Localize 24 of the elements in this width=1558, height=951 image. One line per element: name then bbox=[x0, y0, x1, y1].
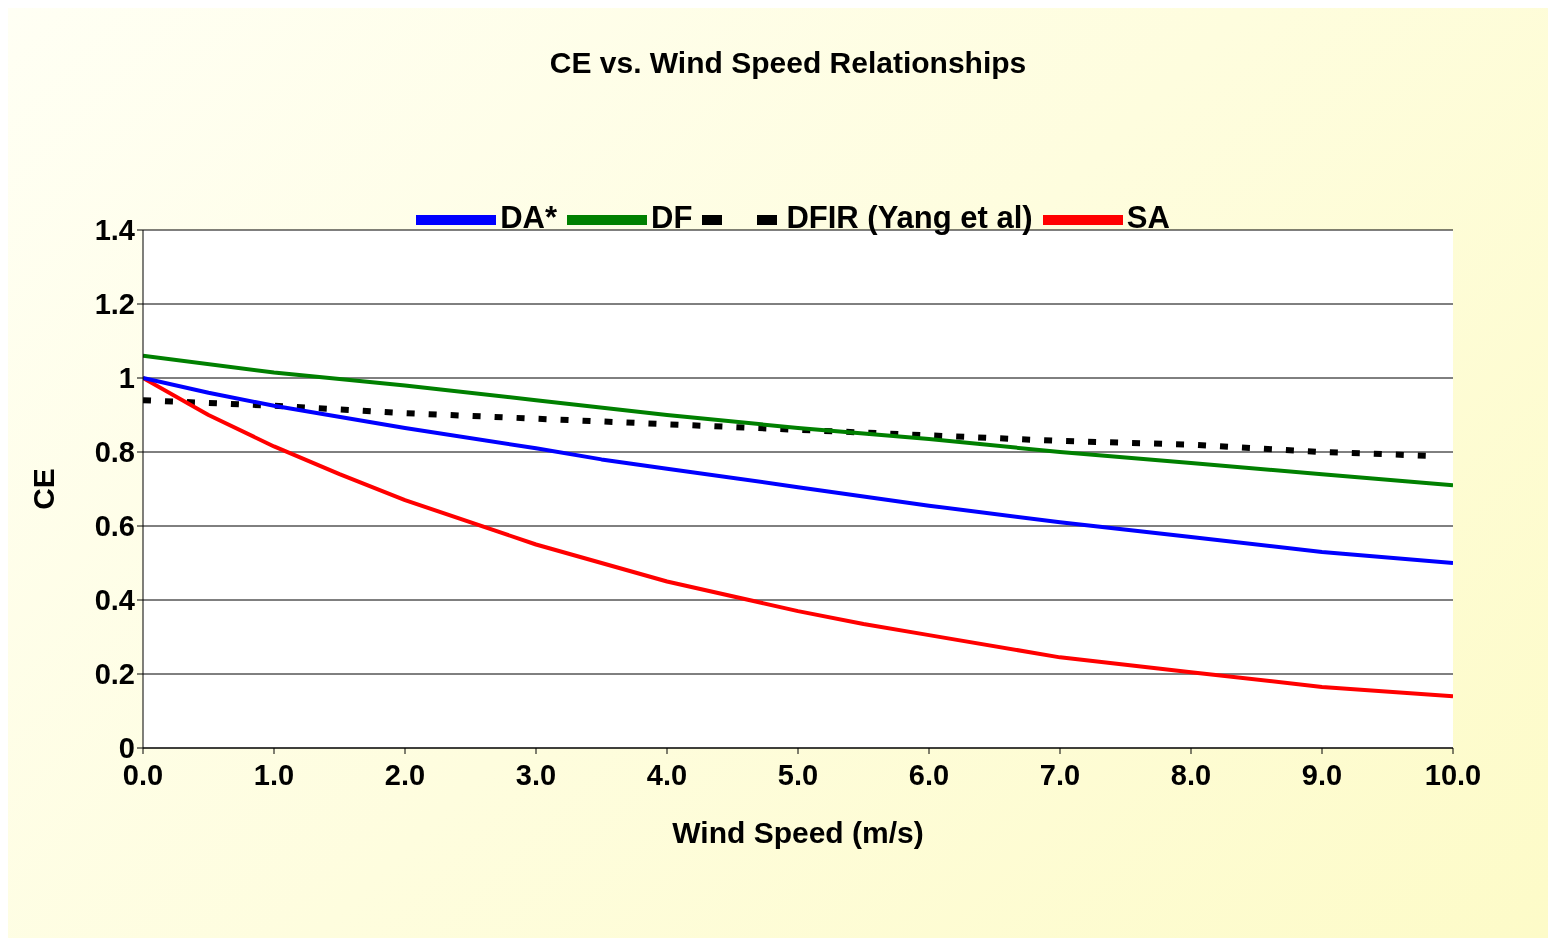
x-tick-label: 6.0 bbox=[908, 758, 950, 791]
x-tick-label: 3.0 bbox=[515, 758, 557, 791]
x-tick-label: 9.0 bbox=[1301, 758, 1343, 791]
legend-label: DF bbox=[651, 200, 693, 236]
x-tick-label: 2.0 bbox=[384, 758, 426, 791]
x-tick-label: 5.0 bbox=[777, 758, 819, 791]
chart-title: CE vs. Wind Speed Relationships bbox=[548, 46, 1028, 80]
y-tick-label: 1.4 bbox=[94, 214, 135, 247]
y-tick-label: 1.2 bbox=[94, 288, 135, 321]
y-tick-label: 0.6 bbox=[94, 510, 135, 543]
y-tick-label: 0.8 bbox=[94, 436, 135, 469]
y-tick-label: 1 bbox=[118, 362, 135, 395]
y-axis-title: CE bbox=[26, 468, 60, 510]
x-tick-label: 1.0 bbox=[253, 758, 295, 791]
x-tick-label: 8.0 bbox=[1170, 758, 1212, 791]
x-tick-label: 7.0 bbox=[1039, 758, 1081, 791]
legend-label: DA* bbox=[500, 200, 558, 236]
x-tick-label: 10.0 bbox=[1424, 758, 1482, 791]
legend-label: DFIR (Yang et al) bbox=[786, 200, 1033, 236]
legend-label: SA bbox=[1126, 200, 1170, 236]
x-tick-label: 4.0 bbox=[646, 758, 688, 791]
x-axis-title: Wind Speed (m/s) bbox=[672, 816, 924, 849]
y-tick-label: 0.4 bbox=[94, 584, 135, 617]
y-tick-label: 0.2 bbox=[94, 658, 135, 691]
